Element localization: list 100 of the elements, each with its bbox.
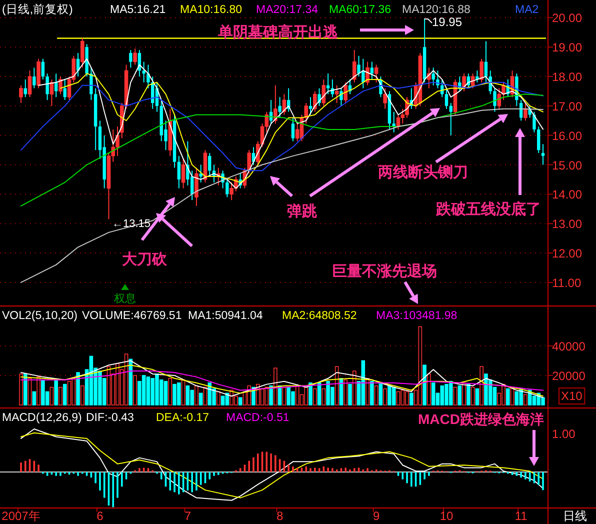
bar [198,392,203,406]
annotation: 两线断头铡刀 [377,164,468,181]
bar [295,385,300,406]
y-tick-label: 19.00 [552,40,582,55]
annotation: 19.95 [432,15,462,29]
annotation: MA10:16.80 [180,4,242,16]
bar [392,386,396,406]
bar [146,376,150,406]
x-tick-label: 10 [440,509,454,523]
candlestick [194,167,198,206]
bar [19,374,23,406]
bar [440,385,444,406]
annotation: 单阴墓碑高开出逃 [217,23,339,41]
text: DEA:-0.17 [156,412,210,424]
candlestick [46,73,49,101]
bar [164,380,168,406]
x-tick-label: 7 [184,509,192,523]
x-tick-label: 2007年 [2,509,40,523]
candlestick [444,88,448,110]
line-series [20,370,544,391]
candlestick [36,58,40,89]
candlestick [308,96,312,116]
bar [480,366,484,406]
y-tick-label: 15.00 [552,158,582,172]
candlestick [28,70,32,98]
y-tick-label: 13.00 [552,217,582,232]
candlestick [383,88,387,110]
bar [168,378,172,406]
candlestick [80,38,84,68]
candlestick [436,70,440,89]
candlestick [524,102,528,122]
candlestick [41,58,45,80]
candlestick [181,158,186,189]
candlestick [480,58,484,83]
candlestick [322,78,326,106]
annotation: MA60:17.36 [329,4,392,16]
candlestick [318,88,321,106]
y-tick-label: 14.00 [552,188,582,202]
annotation: 巨量不涨先退场 [332,263,437,280]
bar [448,380,453,406]
annotation: MA5:16.21 [110,4,166,16]
bar [142,375,146,406]
bar [313,388,317,406]
candlestick [541,144,545,166]
candlestick [340,88,343,106]
bar [220,396,225,406]
candlestick [129,50,132,68]
bar [41,379,45,406]
annotation: 跌破五线没底了 [435,200,541,218]
candlestick [177,155,181,189]
candlestick [90,67,93,101]
text: MACD(12,26,9) [2,412,82,424]
bar [32,391,36,406]
bar [322,388,326,406]
bar [383,388,387,406]
annotation: VOLUME:46769.51 [82,310,182,322]
bar [216,391,220,406]
annotation: 大刀砍 [122,251,168,268]
bar [54,379,58,406]
text: X10 [561,389,583,403]
annotation: MA120:16.88 [402,4,470,16]
candlestick [208,152,212,178]
x-tick-label: 6 [96,509,104,523]
bar [194,385,198,406]
y-tick-label: 20.00 [552,11,582,26]
text: DIF:-0.43 [86,412,134,424]
candlestick [133,48,137,66]
bar [76,372,80,406]
y-tick-label: 20000 [552,368,586,383]
bar [274,368,278,406]
candlestick [226,178,229,198]
bar [453,386,458,406]
bar [58,386,62,406]
y-tick-label: 17.00 [552,99,582,114]
bar [348,384,352,406]
candlestick [142,61,146,83]
candlestick [449,102,452,136]
bar [50,386,54,406]
bar [62,384,67,406]
candlestick [247,150,251,174]
bar [427,374,431,406]
y-tick-label: 18.00 [552,70,582,84]
candlestick [432,67,435,86]
bar [36,376,40,406]
x-tick-label: 11 [514,509,528,523]
x-tick-label: 9 [372,509,380,523]
bar [23,374,28,406]
bar [238,397,242,406]
annotation: MA1:50941.04 [188,310,264,322]
bar [506,388,510,406]
candlestick [32,67,36,89]
candlestick [199,164,202,183]
candlestick [291,117,295,142]
text: 日线 [563,509,587,523]
candlestick [532,111,536,133]
bar [466,384,470,406]
bar [400,390,405,406]
bar [431,382,436,406]
annotation: MA3:103481.98 [376,310,458,322]
bar [67,380,72,406]
